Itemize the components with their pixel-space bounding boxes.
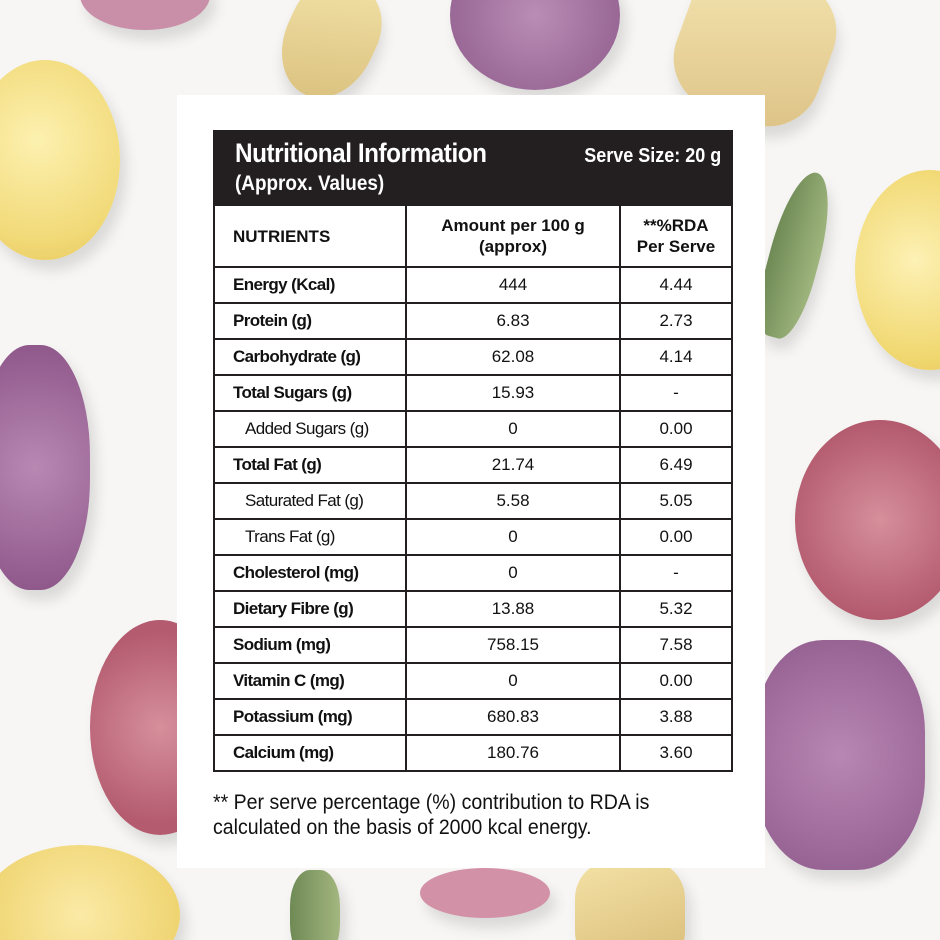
red-chip-right bbox=[795, 420, 940, 620]
green-chip-bottom bbox=[290, 870, 340, 940]
pink-chip-bottom bbox=[420, 868, 550, 918]
rda-value: 0.00 bbox=[619, 518, 733, 556]
footnote-line-2: calculated on the basis of 2000 kcal ene… bbox=[213, 816, 592, 839]
nutrient-name: Carbohydrate (g) bbox=[213, 338, 407, 376]
amount-value: 0 bbox=[405, 662, 621, 700]
rda-value: 0.00 bbox=[619, 410, 733, 448]
nutrition-table: NUTRIENTS Amount per 100 g (approx) **%RD… bbox=[213, 204, 733, 772]
nutrient-name: Potassium (mg) bbox=[213, 698, 407, 736]
nutrient-name: Cholesterol (mg) bbox=[213, 554, 407, 592]
pink-chip-top-left bbox=[80, 0, 210, 30]
rda-footnote: ** Per serve percentage (%) contribution… bbox=[213, 790, 715, 840]
column-header-rda: **%RDA Per Serve bbox=[619, 204, 733, 268]
amount-value: 180.76 bbox=[405, 734, 621, 772]
amount-value: 444 bbox=[405, 266, 621, 304]
nutrient-name: Calcium (mg) bbox=[213, 734, 407, 772]
table-row: Energy (Kcal) 444 4.44 bbox=[213, 266, 733, 304]
nutrient-name: Energy (Kcal) bbox=[213, 266, 407, 304]
nutrient-name: Total Sugars (g) bbox=[213, 374, 407, 412]
rda-value: 5.05 bbox=[619, 482, 733, 520]
rda-value: 3.60 bbox=[619, 734, 733, 772]
amount-value: 5.58 bbox=[405, 482, 621, 520]
nutrition-card: Nutritional Information (Approx. Values)… bbox=[177, 95, 765, 868]
purple-chip-top bbox=[450, 0, 620, 90]
table-row: Vitamin C (mg) 0 0.00 bbox=[213, 662, 733, 700]
column-header-nutrients: NUTRIENTS bbox=[213, 204, 407, 268]
amount-value: 0 bbox=[405, 410, 621, 448]
rda-value: 5.32 bbox=[619, 590, 733, 628]
tan-chip-bottom bbox=[575, 860, 685, 940]
amount-value: 21.74 bbox=[405, 446, 621, 484]
nutrient-name: Vitamin C (mg) bbox=[213, 662, 407, 700]
amount-value: 13.88 bbox=[405, 590, 621, 628]
rda-value: - bbox=[619, 374, 733, 412]
amount-value: 6.83 bbox=[405, 302, 621, 340]
rda-value: 2.73 bbox=[619, 302, 733, 340]
amount-value: 680.83 bbox=[405, 698, 621, 736]
amount-value: 62.08 bbox=[405, 338, 621, 376]
table-row: Added Sugars (g) 0 0.00 bbox=[213, 410, 733, 448]
amount-value: 758.15 bbox=[405, 626, 621, 664]
table-row: Potassium (mg) 680.83 3.88 bbox=[213, 698, 733, 736]
table-row: Carbohydrate (g) 62.08 4.14 bbox=[213, 338, 733, 376]
amount-value: 0 bbox=[405, 518, 621, 556]
table-row: Dietary Fibre (g) 13.88 5.32 bbox=[213, 590, 733, 628]
rda-value: 4.14 bbox=[619, 338, 733, 376]
nutrient-name: Protein (g) bbox=[213, 302, 407, 340]
table-row: Sodium (mg) 758.15 7.58 bbox=[213, 626, 733, 664]
yellow-chip-top-left bbox=[0, 60, 120, 260]
nutrient-name: Added Sugars (g) bbox=[213, 410, 407, 448]
table-header-row: NUTRIENTS Amount per 100 g (approx) **%RD… bbox=[213, 204, 733, 268]
table-row: Cholesterol (mg) 0- bbox=[213, 554, 733, 592]
table-row: Saturated Fat (g) 5.58 5.05 bbox=[213, 482, 733, 520]
nutrition-panel: Nutritional Information (Approx. Values)… bbox=[213, 130, 733, 772]
rda-value: 6.49 bbox=[619, 446, 733, 484]
table-row: Protein (g) 6.83 2.73 bbox=[213, 302, 733, 340]
nutrient-name: Saturated Fat (g) bbox=[213, 482, 407, 520]
rda-value: 7.58 bbox=[619, 626, 733, 664]
rda-value: 4.44 bbox=[619, 266, 733, 304]
nutrient-name: Trans Fat (g) bbox=[213, 518, 407, 556]
nutrition-header: Nutritional Information (Approx. Values)… bbox=[213, 130, 733, 204]
amount-value: 15.93 bbox=[405, 374, 621, 412]
nutrient-name: Dietary Fibre (g) bbox=[213, 590, 407, 628]
purple-chip-left bbox=[0, 345, 90, 590]
rda-value: 3.88 bbox=[619, 698, 733, 736]
table-row: Total Fat (g) 21.74 6.49 bbox=[213, 446, 733, 484]
page-title: Nutritional Information bbox=[235, 138, 487, 168]
serve-size: Serve Size: 20 g bbox=[583, 145, 721, 167]
nutrient-name: Sodium (mg) bbox=[213, 626, 407, 664]
nutrient-name: Total Fat (g) bbox=[213, 446, 407, 484]
table-row: Total Sugars (g) 15.93- bbox=[213, 374, 733, 412]
amount-value: 0 bbox=[405, 554, 621, 592]
header-subtitle: (Approx. Values) bbox=[235, 172, 385, 195]
column-header-amount: Amount per 100 g (approx) bbox=[405, 204, 621, 268]
purple-chip-right-bottom bbox=[755, 640, 925, 870]
table-row: Calcium (mg) 180.76 3.60 bbox=[213, 734, 733, 772]
table-row: Trans Fat (g) 0 0.00 bbox=[213, 518, 733, 556]
yellow-chip-bottom-left bbox=[0, 845, 180, 940]
rda-value: - bbox=[619, 554, 733, 592]
yellow-chip-right bbox=[855, 170, 940, 370]
rda-value: 0.00 bbox=[619, 662, 733, 700]
footnote-line-1: ** Per serve percentage (%) contribution… bbox=[213, 791, 650, 814]
